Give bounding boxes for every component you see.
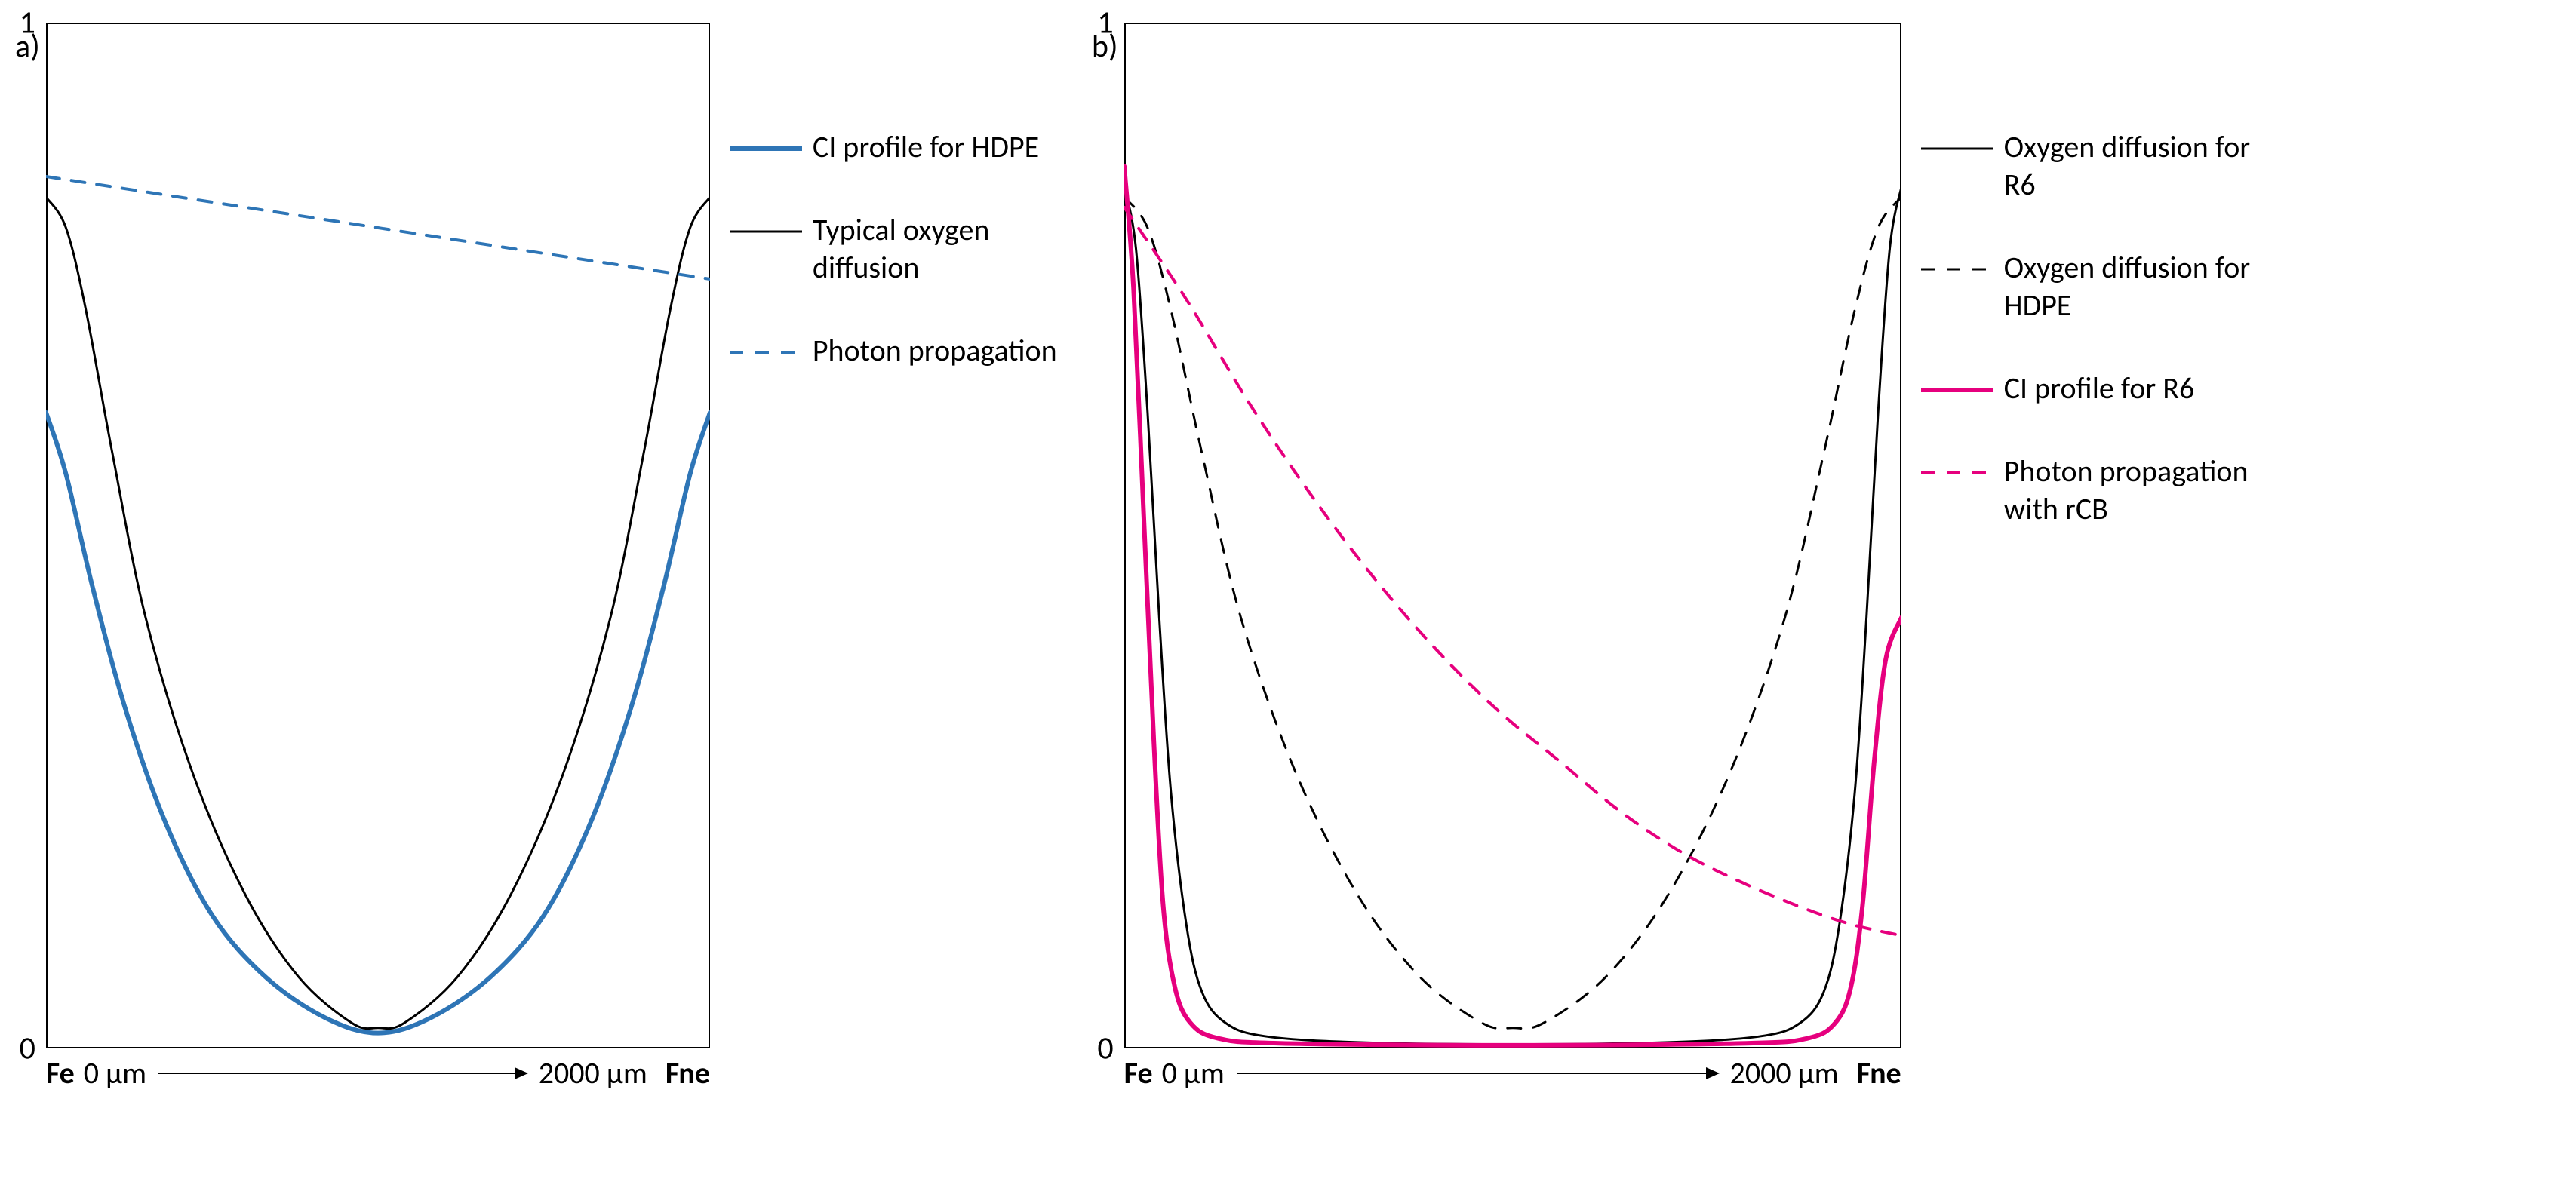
legend-swatch-icon [730, 228, 802, 235]
legend-swatch-icon [730, 145, 802, 152]
legend-swatch-icon [1921, 265, 1993, 273]
panel-a-legend-item-photon_a: Photon propagation [730, 332, 1062, 370]
panel-a-x-right: 2000 µm [539, 1054, 647, 1091]
legend-swatch-icon [1921, 386, 1993, 394]
panel-b-xaxis-arrow-icon [1237, 1073, 1718, 1074]
legend-swatch-icon [1921, 469, 1993, 477]
panel-b-series-oxygen_hdpe [1124, 197, 1901, 1028]
panel-b-xaxis: Fe 0 µm 2000 µm Fne [1124, 1054, 1901, 1091]
panel-a-plot-column: 1 0 Fe 0 µm 2000 µm Fne [46, 23, 710, 1091]
panel-a-xaxis-arrow-icon [158, 1073, 527, 1074]
panel-b-legend-item-oxygen_hdpe: Oxygen diffusion for HDPE [1921, 249, 2253, 324]
panel-a-series-ci_hdpe [46, 413, 710, 1033]
panel-a-legend-item-oxygen_typical: Typical oxygen diffusion [730, 211, 1062, 287]
panel-a-ytick-0: 0 [20, 1030, 35, 1068]
legend-swatch-icon [730, 348, 802, 356]
legend-label: Oxygen diffusion for HDPE [2004, 249, 2253, 324]
panel-b-x-left: 0 µm [1162, 1054, 1225, 1091]
panel-a-ytick-1: 1 [20, 4, 35, 42]
panel-b-legend-item-photon_rcb: Photon propagation with rCB [1921, 453, 2253, 528]
panel-b-legend-item-oxygen_r6: Oxygen diffusion for R6 [1921, 128, 2253, 204]
panel-b-plot-box: 1 0 [1124, 23, 1901, 1048]
panel-b-legend-item-ci_r6: CI profile for R6 [1921, 370, 2253, 407]
panel-a-x-left-bold: Fe [46, 1054, 75, 1091]
legend-label: CI profile for R6 [2004, 370, 2195, 407]
panel-a-plot-box: 1 0 [46, 23, 710, 1048]
panel-b-ytick-0: 0 [1097, 1030, 1113, 1068]
figure: a) 1 0 Fe 0 µm 2000 µm Fne CI profile fo… [0, 0, 2576, 1122]
panel-a-legend-item-ci_hdpe: CI profile for HDPE [730, 128, 1062, 166]
legend-swatch-icon [1921, 145, 1993, 152]
panel-b: b) 1 0 Fe 0 µm 2000 µm Fne Oxygen diffus… [1092, 23, 2253, 1091]
panel-b-x-right-bold: Fne [1857, 1054, 1901, 1091]
panel-a-series-photon_a [46, 176, 710, 279]
panel-a-x-right-bold: Fne [666, 1054, 710, 1091]
legend-label: Typical oxygen diffusion [813, 211, 1062, 287]
panel-a-legend: CI profile for HDPE Typical oxygen diffus… [730, 128, 1062, 370]
panel-b-ytick-1: 1 [1097, 4, 1113, 42]
panel-b-svg [1124, 23, 1901, 1048]
panel-b-x-left-bold: Fe [1124, 1054, 1153, 1091]
panel-a-series-oxygen_typical [46, 197, 710, 1028]
panel-b-x-right: 2000 µm [1730, 1054, 1839, 1091]
panel-b-legend: Oxygen diffusion for R6 Oxygen diffusion … [1921, 128, 2253, 528]
panel-b-series-photon_rcb [1124, 207, 1901, 936]
panel-b-series-ci_r6 [1124, 166, 1901, 1045]
legend-label: CI profile for HDPE [813, 128, 1039, 166]
panel-b-plot-column: 1 0 Fe 0 µm 2000 µm Fne [1124, 23, 1901, 1091]
legend-label: Photon propagation with rCB [2004, 453, 2253, 528]
panel-a-xaxis: Fe 0 µm 2000 µm Fne [46, 1054, 710, 1091]
panel-a: a) 1 0 Fe 0 µm 2000 µm Fne CI profile fo… [15, 23, 1062, 1091]
legend-label: Photon propagation [813, 332, 1057, 370]
legend-label: Oxygen diffusion for R6 [2004, 128, 2253, 204]
panel-a-svg [46, 23, 710, 1048]
panel-a-x-left: 0 µm [84, 1054, 146, 1091]
